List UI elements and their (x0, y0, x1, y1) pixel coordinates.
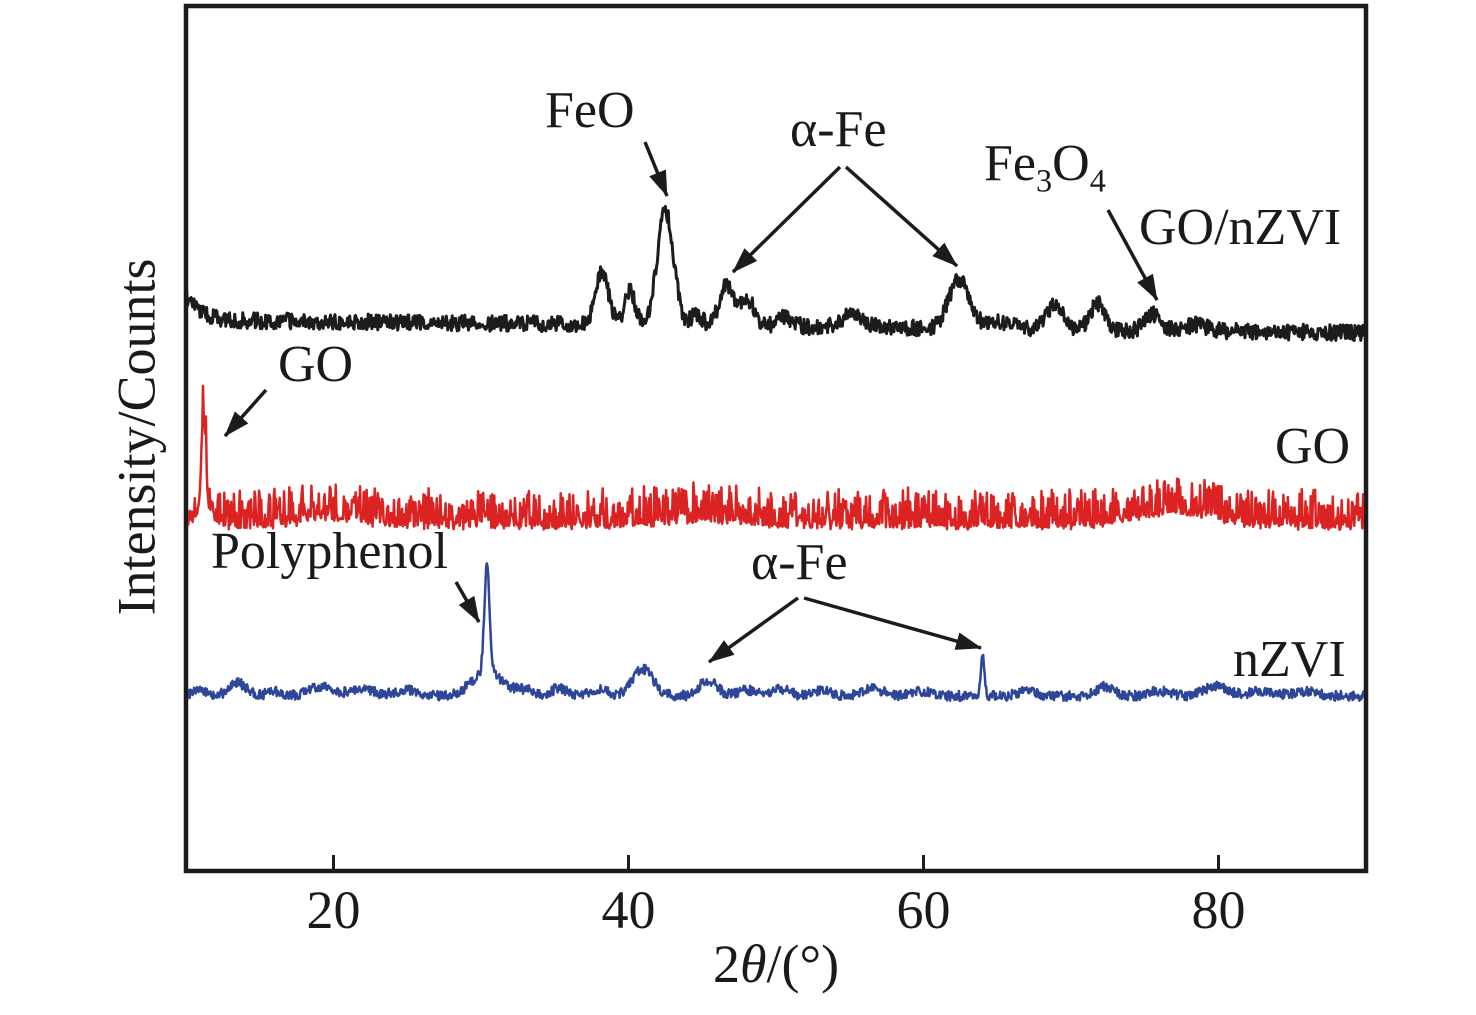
annotation-alpha-fe-bottom: α-Fe (751, 534, 848, 591)
annotation-arrow-alpha-fe-top (731, 165, 842, 274)
series-trace-go-nzvi (188, 204, 1364, 342)
series-trace-go (188, 384, 1364, 531)
annotation-go-peak: GO (278, 336, 354, 393)
series-trace-nzvi (188, 562, 1364, 703)
x-tick-label: 20 (306, 880, 361, 940)
x-axis-label: 2θ/(°) (713, 936, 839, 993)
annotation-arrow-feo (643, 141, 669, 197)
annotation-arrow-go-peak (223, 388, 268, 438)
annotation-arrow-alpha-fe-top (844, 165, 959, 268)
x-tick-label: 80 (1191, 880, 1246, 940)
annotation-alpha-fe-top: α-Fe (790, 101, 887, 158)
annotation-go-nzvi-series-label: GO/nZVI (1139, 199, 1342, 256)
x-axis-label-part: θ (739, 934, 767, 994)
annotation-fe3o4: Fe3O4 (984, 135, 1106, 199)
annotation-arrow-fe3o4 (1106, 209, 1159, 301)
x-axis-label-part: 2 (712, 934, 740, 994)
annotation-polyphenol: Polyphenol (211, 523, 448, 580)
annotation-go-series-label: GO (1275, 418, 1351, 475)
annotation-nzvi-series-label: nZVI (1233, 631, 1346, 688)
annotation-arrow-polyphenol (454, 581, 481, 623)
x-axis-label-part: /(°) (766, 934, 840, 994)
annotation-feo: FeO (545, 82, 635, 139)
annotation-arrow-alpha-fe-bottom (707, 596, 800, 664)
plot-frame (183, 3, 1369, 874)
annotation-arrow-alpha-fe-bottom (803, 596, 982, 650)
x-tick-label: 40 (601, 880, 656, 940)
x-tick-label: 60 (896, 880, 951, 940)
y-axis-label: Intensity/Counts (106, 258, 167, 616)
